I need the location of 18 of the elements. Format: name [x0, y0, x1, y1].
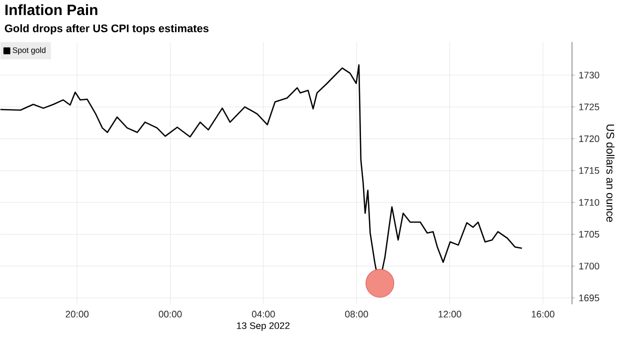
y-tick-label: 1715: [579, 167, 600, 174]
x-tick-label: 20:00: [66, 310, 89, 318]
chart-title: Inflation Pain: [5, 4, 98, 16]
x-tick-label: 12:00: [438, 310, 462, 318]
x-tick-label: 00:00: [158, 310, 182, 318]
x-tick-label: 08:00: [345, 310, 368, 318]
y-tick-label: 1695: [579, 294, 600, 302]
y-tick-label: 1720: [579, 135, 600, 142]
y-axis-title: US dollars an ounce: [606, 124, 614, 222]
y-tick-label: 1725: [579, 104, 600, 110]
x-tick-label: 16:00: [532, 310, 554, 318]
y-tick-label: 1705: [579, 230, 600, 238]
y-tick-label: 1730: [579, 72, 600, 78]
y-tick-label: 1700: [579, 262, 600, 270]
chart-subtitle: Gold drops after US CPI tops estimates: [4, 24, 209, 34]
x-axis-title: 13 Sep 2022: [237, 322, 290, 331]
x-tick-label: 04:00: [252, 310, 275, 318]
y-tick-label: 1710: [579, 199, 600, 206]
